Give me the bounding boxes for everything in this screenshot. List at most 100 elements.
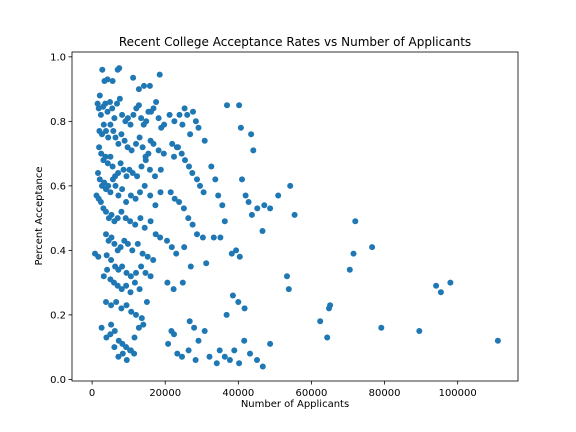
data-point [203, 260, 209, 266]
data-point [231, 347, 237, 353]
x-tick-label: 100000 [439, 388, 477, 399]
x-tick-label: 40000 [222, 388, 254, 399]
data-point [140, 251, 146, 257]
x-tick-label: 60000 [296, 388, 328, 399]
data-point [194, 231, 200, 237]
data-point [148, 273, 154, 279]
data-point [236, 360, 242, 366]
data-point [169, 244, 175, 250]
data-point [132, 335, 138, 341]
data-point [133, 141, 139, 147]
data-point [168, 189, 174, 195]
data-point [224, 102, 230, 108]
data-point [327, 302, 333, 308]
data-point [286, 286, 292, 292]
data-point [284, 273, 290, 279]
data-point [242, 305, 248, 311]
data-point [236, 102, 242, 108]
data-point [254, 205, 260, 211]
data-point [109, 212, 115, 218]
data-point [139, 164, 145, 170]
data-point [275, 193, 281, 199]
data-point [153, 99, 159, 105]
data-point [128, 289, 134, 295]
data-point [156, 147, 162, 153]
data-point [147, 83, 153, 89]
data-point [130, 112, 136, 118]
data-point [267, 205, 273, 211]
data-point [137, 189, 143, 195]
data-point [115, 193, 121, 199]
data-point [137, 135, 143, 141]
data-point [115, 170, 121, 176]
data-point [127, 218, 133, 224]
data-point [143, 118, 149, 124]
data-point [158, 189, 164, 195]
data-point [142, 225, 148, 231]
data-point [107, 331, 113, 337]
data-point [143, 157, 149, 163]
data-point [104, 267, 110, 273]
data-point [95, 170, 101, 176]
data-point [118, 244, 124, 250]
data-point [132, 222, 138, 228]
data-point [119, 264, 125, 270]
data-point [447, 280, 453, 286]
data-point [113, 183, 119, 189]
data-point [161, 151, 167, 157]
data-point [113, 299, 119, 305]
data-point [222, 354, 228, 360]
data-point [495, 338, 501, 344]
data-point [217, 235, 223, 241]
data-point [197, 183, 203, 189]
data-point [249, 212, 255, 218]
data-point [230, 293, 236, 299]
data-point [103, 209, 109, 215]
data-point [133, 270, 139, 276]
data-point [123, 199, 129, 205]
data-point [124, 302, 130, 308]
data-point [227, 357, 233, 363]
data-point [140, 144, 146, 150]
data-point [138, 264, 144, 270]
data-point [324, 335, 330, 341]
data-point [351, 251, 357, 257]
x-axis: 0 20000 40000 60000 80000 100000 [89, 381, 477, 399]
data-point [171, 331, 177, 337]
data-point [188, 264, 194, 270]
data-point [116, 65, 122, 71]
data-point [186, 347, 192, 353]
data-point [224, 312, 230, 318]
data-point [133, 196, 139, 202]
data-point [219, 202, 225, 208]
data-point [189, 170, 195, 176]
data-point [239, 176, 245, 182]
data-point [99, 325, 105, 331]
data-point [187, 318, 193, 324]
data-point [124, 173, 130, 179]
data-point [97, 93, 103, 99]
data-point [123, 283, 129, 289]
data-point [241, 338, 247, 344]
data-point [111, 115, 117, 121]
y-tick-label: 0.6 [50, 181, 66, 192]
data-point [186, 164, 192, 170]
data-point [438, 289, 444, 295]
data-point [433, 283, 439, 289]
data-point [190, 222, 196, 228]
data-point [152, 202, 158, 208]
data-point [99, 67, 105, 73]
data-point [171, 118, 177, 124]
data-point [292, 212, 298, 218]
data-point [214, 360, 220, 366]
data-point [111, 241, 117, 247]
data-point [120, 351, 126, 357]
data-point [142, 183, 148, 189]
data-point [250, 147, 256, 153]
data-point [233, 247, 239, 253]
data-point [121, 167, 127, 173]
data-point [193, 357, 199, 363]
data-point [117, 96, 123, 102]
data-point [238, 125, 244, 131]
data-point [317, 318, 323, 324]
